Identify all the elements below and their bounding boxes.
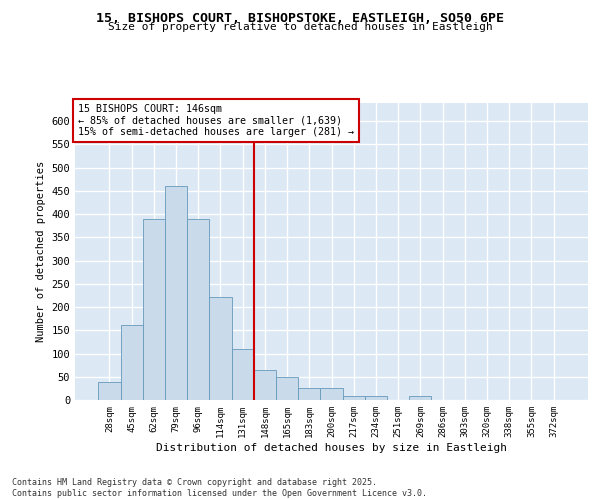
- Bar: [209, 297, 232, 400]
- Bar: [298, 388, 320, 400]
- Bar: [121, 324, 143, 400]
- Bar: [187, 218, 209, 400]
- Bar: [343, 396, 365, 400]
- Bar: [320, 388, 343, 400]
- Bar: [276, 377, 298, 400]
- Text: 15, BISHOPS COURT, BISHOPSTOKE, EASTLEIGH, SO50 6PE: 15, BISHOPS COURT, BISHOPSTOKE, EASTLEIG…: [96, 12, 504, 26]
- Y-axis label: Number of detached properties: Number of detached properties: [36, 160, 46, 342]
- X-axis label: Distribution of detached houses by size in Eastleigh: Distribution of detached houses by size …: [156, 442, 507, 452]
- Bar: [365, 396, 387, 400]
- Bar: [409, 396, 431, 400]
- Bar: [165, 186, 187, 400]
- Bar: [232, 349, 254, 400]
- Bar: [254, 370, 276, 400]
- Text: Size of property relative to detached houses in Eastleigh: Size of property relative to detached ho…: [107, 22, 493, 32]
- Bar: [143, 218, 165, 400]
- Text: 15 BISHOPS COURT: 146sqm
← 85% of detached houses are smaller (1,639)
15% of sem: 15 BISHOPS COURT: 146sqm ← 85% of detach…: [77, 104, 353, 137]
- Bar: [98, 382, 121, 400]
- Text: Contains HM Land Registry data © Crown copyright and database right 2025.
Contai: Contains HM Land Registry data © Crown c…: [12, 478, 427, 498]
